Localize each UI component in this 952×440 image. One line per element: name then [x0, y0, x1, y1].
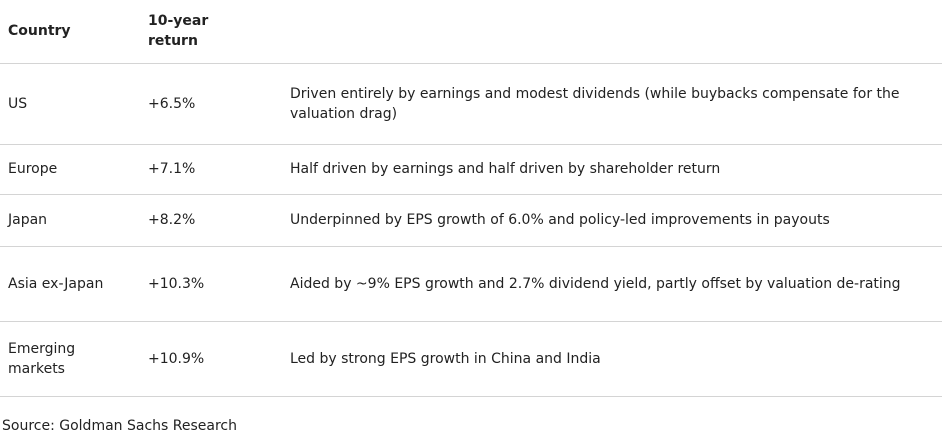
- return-cell: +10.9%: [148, 350, 205, 367]
- country-cell: US: [8, 95, 28, 112]
- header-cell: 10-year return: [140, 0, 282, 63]
- table-row: Asia ex-Japan +10.3% Aided by ~9% EPS grow…: [0, 246, 942, 321]
- country-cell: Emerging markets: [8, 340, 76, 377]
- table-row: Emerging markets +10.9% Led by strong EPS …: [0, 321, 942, 396]
- header-cell: Country: [8, 23, 71, 40]
- comment-cell: Half driven by earnings and half driven …: [290, 161, 721, 177]
- returns-table: Country 10-year return US +6.5% Driven ent…: [0, 0, 942, 396]
- comment-cell: Aided by ~9% EPS growth and 2.7% dividen…: [290, 275, 901, 292]
- country-cell: Europe: [8, 161, 58, 177]
- country-cell: Japan: [8, 212, 48, 228]
- country-cell: Asia ex-Japan: [8, 275, 104, 292]
- table-row: US +6.5% Driven entirely by earnings and m…: [0, 63, 942, 144]
- header-cell: [282, 0, 942, 63]
- header-row: Country 10-year return: [0, 0, 942, 63]
- return-cell: +10.3%: [148, 275, 205, 292]
- table-row: Japan +8.2% Underpinned by EPS growth of 6…: [0, 194, 942, 246]
- table-row: Europe +7.1% Half driven by earnings and h…: [0, 144, 942, 194]
- return-cell: +8.2%: [148, 212, 196, 228]
- table-body: US +6.5% Driven entirely by earnings and m…: [0, 63, 942, 396]
- return-cell: +6.5%: [148, 95, 196, 112]
- header-text: 10-year return: [148, 13, 209, 50]
- source-note: Source: Goldman Sachs Research: [2, 418, 237, 434]
- comment-cell: Led by strong EPS growth in China and In…: [290, 350, 601, 367]
- comment-cell: Driven entirely by earnings and modest d…: [290, 85, 900, 122]
- comment-cell: Underpinned by EPS growth of 6.0% and po…: [290, 212, 830, 228]
- return-cell: +7.1%: [148, 161, 196, 177]
